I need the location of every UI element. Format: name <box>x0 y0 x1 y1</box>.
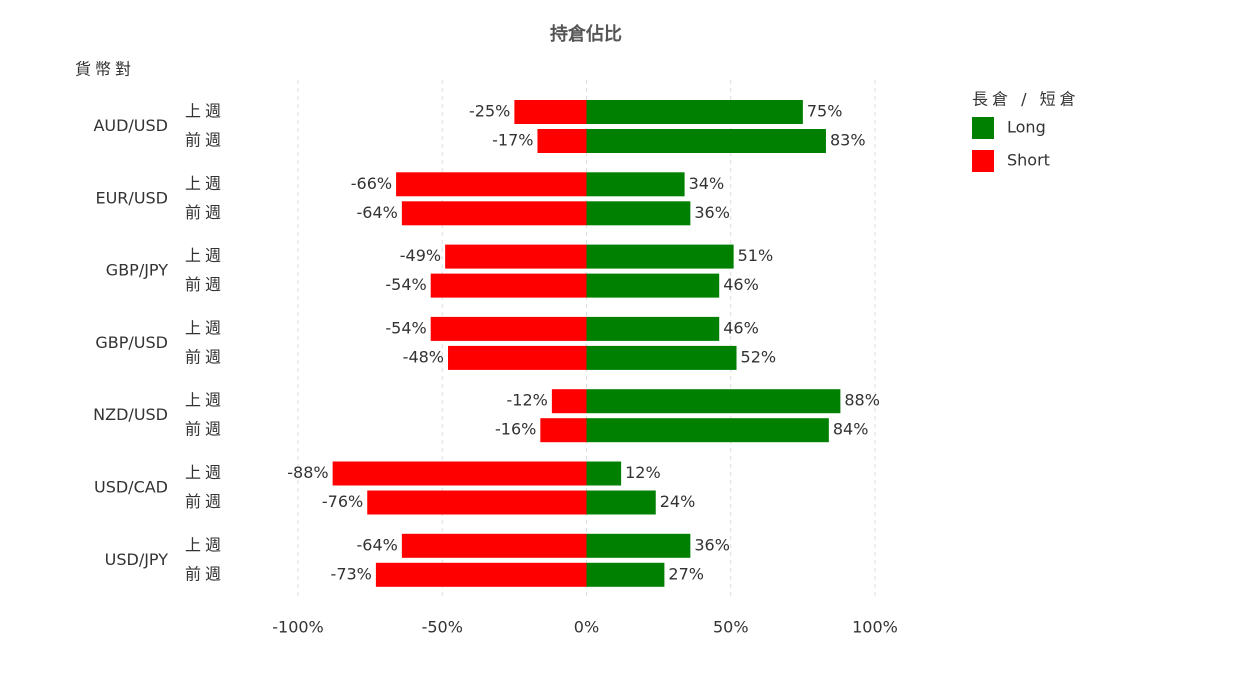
bar <box>430 273 587 298</box>
bar <box>586 389 841 414</box>
subgroup-label: 上週 <box>185 391 225 410</box>
bar <box>401 201 587 226</box>
bar <box>540 418 587 443</box>
value-label: 27% <box>668 564 704 583</box>
bar <box>586 100 803 124</box>
bar <box>586 273 720 298</box>
legend-title: 長倉 / 短倉 <box>972 90 1080 109</box>
subgroup-label: 上週 <box>185 174 225 193</box>
chart-title: 持倉佔比 <box>550 23 622 45</box>
subgroup-label: 上週 <box>185 535 225 554</box>
legend-label: Short <box>1007 151 1050 170</box>
bar <box>586 345 737 370</box>
value-label: -25% <box>469 102 510 121</box>
x-tick-label: -100% <box>272 618 324 637</box>
bar <box>396 172 587 197</box>
value-label: -48% <box>403 347 444 366</box>
bar <box>586 316 720 341</box>
group-label: NZD/USD <box>93 405 168 424</box>
subgroup-label: 上週 <box>185 318 225 337</box>
value-label: -12% <box>507 391 548 410</box>
subgroup-label: 前週 <box>185 275 225 294</box>
bar <box>586 461 622 486</box>
subgroup-label: 前週 <box>185 564 225 583</box>
value-label: 84% <box>833 420 869 439</box>
value-label: 75% <box>807 102 843 121</box>
bar <box>586 172 685 197</box>
x-tick-label: 0% <box>574 618 599 637</box>
value-label: 46% <box>723 318 759 337</box>
value-label: 12% <box>625 463 661 482</box>
bar <box>448 345 587 370</box>
subgroup-label: 上週 <box>185 102 225 121</box>
bar <box>430 316 587 341</box>
value-label: 88% <box>844 391 880 410</box>
value-label: 34% <box>689 174 725 193</box>
bar <box>514 100 587 124</box>
value-label: 24% <box>660 492 696 511</box>
bar <box>367 490 587 515</box>
legend-swatch <box>972 117 994 139</box>
group-label: GBP/USD <box>95 333 168 352</box>
value-label: -49% <box>400 246 441 265</box>
x-tick-label: 50% <box>713 618 749 637</box>
group-label: USD/JPY <box>105 550 169 569</box>
value-label: -73% <box>331 564 372 583</box>
group-label: GBP/JPY <box>106 261 168 280</box>
group-label: USD/CAD <box>94 478 168 497</box>
bar <box>401 533 587 558</box>
bar <box>586 201 691 226</box>
x-tick-label: 100% <box>852 618 898 637</box>
y-axis-title: 貨幣對 <box>75 60 135 79</box>
group-label: AUD/USD <box>93 116 168 135</box>
bar <box>586 562 665 587</box>
bar <box>586 490 656 515</box>
bar <box>551 389 587 414</box>
legend-label: Long <box>1007 118 1046 137</box>
x-tick-label: -50% <box>422 618 463 637</box>
subgroup-label: 前週 <box>185 420 225 439</box>
value-label: -54% <box>385 275 426 294</box>
subgroup-label: 前週 <box>185 131 225 150</box>
value-label: -76% <box>322 492 363 511</box>
subgroup-label: 前週 <box>185 203 225 222</box>
subgroup-label: 前週 <box>185 347 225 366</box>
value-label: 36% <box>694 203 730 222</box>
bar <box>586 244 734 269</box>
value-label: 36% <box>694 535 730 554</box>
bar <box>586 533 691 558</box>
value-label: -64% <box>357 203 398 222</box>
value-label: -17% <box>492 131 533 150</box>
subgroup-label: 前週 <box>185 492 225 511</box>
value-label: 46% <box>723 275 759 294</box>
bar <box>332 461 587 486</box>
value-label: 52% <box>741 347 777 366</box>
value-label: -88% <box>287 463 328 482</box>
value-label: -66% <box>351 174 392 193</box>
value-label: -16% <box>495 420 536 439</box>
subgroup-label: 上週 <box>185 463 225 482</box>
legend-swatch <box>972 150 994 172</box>
bar <box>586 129 826 153</box>
value-label: 83% <box>830 131 866 150</box>
value-label: -64% <box>357 535 398 554</box>
bar <box>445 244 587 269</box>
bar <box>586 418 829 443</box>
group-label: EUR/USD <box>95 188 168 207</box>
value-label: 51% <box>738 246 774 265</box>
bar <box>537 129 587 153</box>
subgroup-label: 上週 <box>185 246 225 265</box>
value-label: -54% <box>385 318 426 337</box>
bar <box>375 562 587 587</box>
